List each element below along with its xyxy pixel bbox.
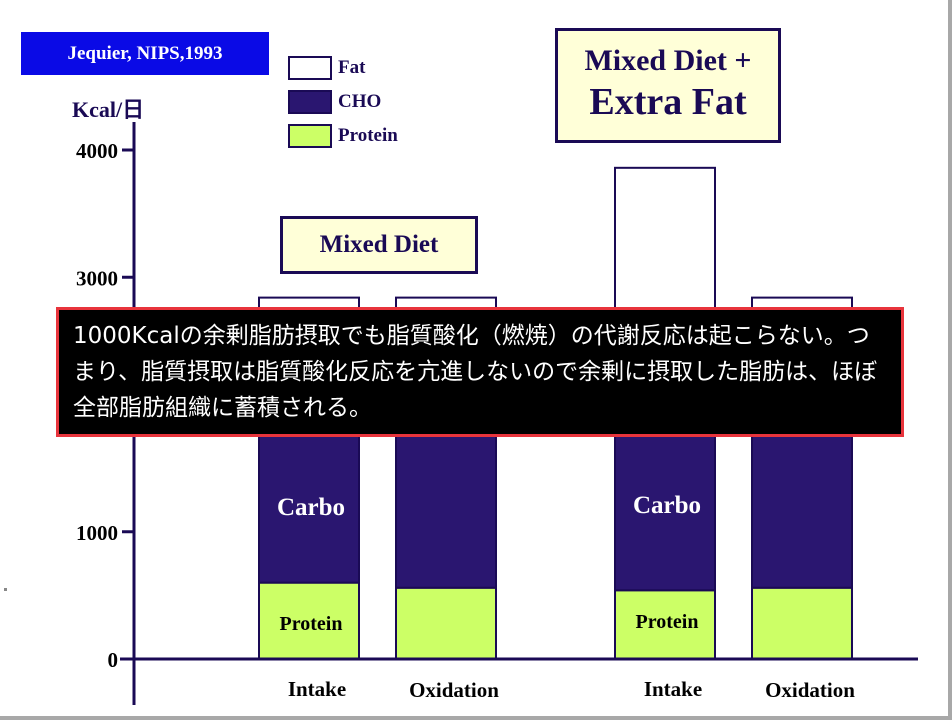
bar-label-cho-2: Carbo (633, 492, 701, 519)
legend-swatch-fat (288, 56, 332, 80)
group-title-extra-fat: Mixed Diet + Extra Fat (555, 28, 781, 143)
x-tick-label-1: Intake (288, 677, 346, 701)
y-tick-label-4000: 4000 (76, 139, 118, 163)
bar-1-protein-segment (258, 581, 360, 661)
legend-label-protein: Protein (338, 125, 398, 146)
citation-label: Jequier, NIPS,1993 (20, 31, 270, 76)
slide-mark (4, 588, 7, 591)
legend-swatch-cho (288, 90, 332, 114)
y-axis-unit-label: Kcal/日 (72, 97, 145, 122)
bar-label-protein-3: Protein (280, 613, 343, 635)
bar-2-protein-segment (395, 586, 497, 660)
bar-label-cho-1: Carbo (277, 494, 345, 521)
bar-label-protein-4: Protein (636, 611, 699, 633)
group-title-mixed-diet: Mixed Diet (280, 216, 478, 274)
legend-swatch-protein (288, 124, 332, 148)
chart-axes: 0 1000 3000 4000 (76, 122, 918, 705)
legend-item-fat: Fat (288, 56, 365, 80)
x-tick-label-2: Oxidation (409, 678, 499, 702)
y-tick-label-1000: 1000 (76, 521, 118, 545)
y-tick-label-3000: 3000 (76, 266, 118, 290)
group-title-extra-fat-line1: Mixed Diet + (584, 44, 752, 77)
legend-label-fat: Fat (338, 57, 366, 78)
group-title-extra-fat-line2: Extra Fat (589, 81, 747, 123)
x-tick-label-3: Intake (644, 677, 702, 701)
legend-item-protein: Protein (288, 124, 398, 148)
x-tick-label-4: Oxidation (765, 678, 855, 702)
bar-4-protein-segment (751, 586, 853, 660)
y-tick-label-0: 0 (108, 648, 119, 672)
legend-label-cho: CHO (338, 91, 382, 112)
callout-annotation: 1000Kcalの余剰脂肪摂取でも脂質酸化（燃焼）の代謝反応は起こらない。つまり… (56, 307, 904, 437)
legend-item-cho: CHO (288, 90, 381, 114)
chart-labels: Intake Oxidation Intake Oxidation Carbo Carbo… (277, 492, 855, 702)
